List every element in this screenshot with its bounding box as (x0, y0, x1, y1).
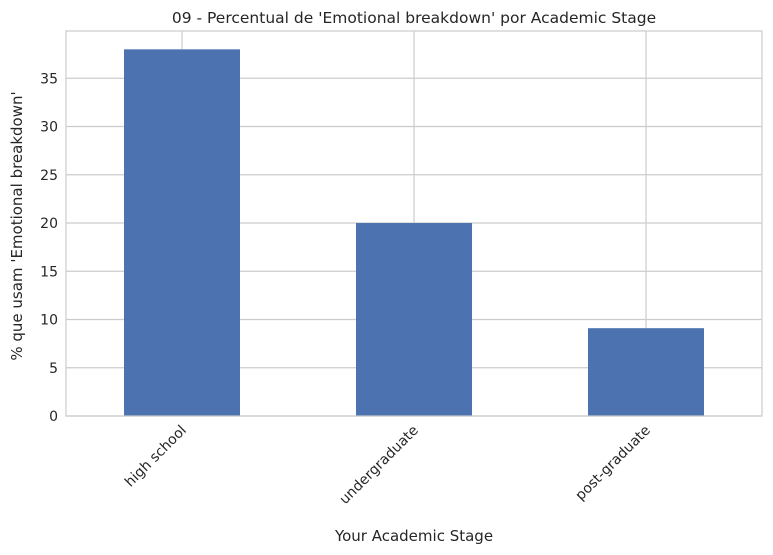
y-tick-labels: 0 5 10 15 20 25 30 35 (40, 71, 58, 425)
y-tick-label: 20 (40, 216, 58, 232)
y-tick-label: 35 (40, 71, 58, 87)
y-tick-label: 0 (49, 409, 58, 425)
plot-frame (65, 30, 763, 417)
x-axis-label: Your Academic Stage (334, 527, 493, 545)
x-tick-label: high school (122, 423, 190, 491)
y-tick-label: 30 (40, 120, 58, 136)
chart-title: 09 - Percentual de 'Emotional breakdown'… (172, 9, 656, 27)
x-tick-label: post-graduate (573, 423, 654, 504)
x-tick-label: undergraduate (337, 423, 422, 508)
y-tick-label: 5 (49, 361, 58, 377)
bars (124, 49, 704, 416)
y-tick-label: 10 (40, 313, 58, 329)
x-tick-labels: high school undergraduate post-graduate (122, 423, 654, 508)
bar-undergraduate (356, 223, 472, 416)
bar-post-graduate (588, 328, 704, 416)
y-tick-label: 15 (40, 264, 58, 280)
y-axis-label: % que usam 'Emotional breakdown' (8, 91, 26, 360)
y-tick-label: 25 (40, 168, 58, 184)
bar-high-school (124, 49, 240, 416)
